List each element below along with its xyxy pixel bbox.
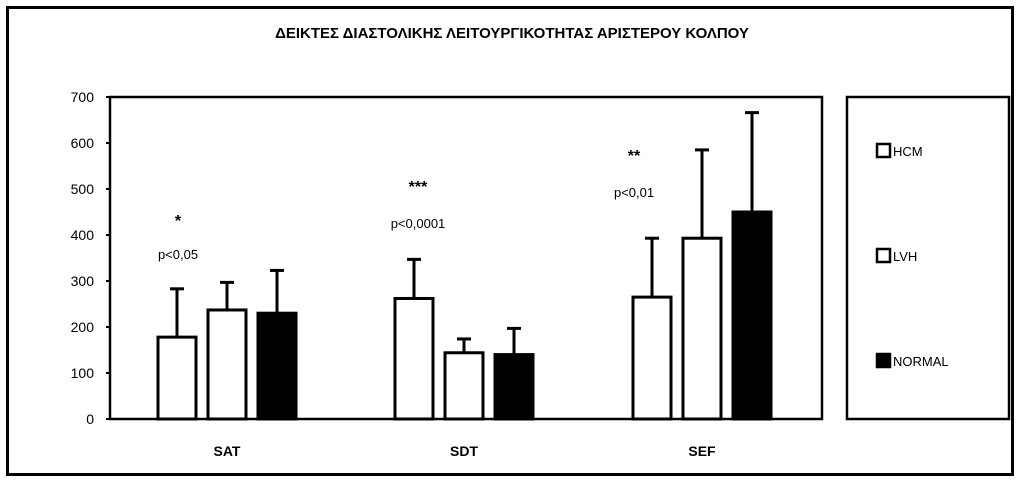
bar-hcm-sat xyxy=(156,335,198,421)
legend-box xyxy=(845,95,1011,421)
bar-hcm-sdt xyxy=(393,296,435,421)
bar-lvh-sat xyxy=(206,308,248,421)
legend: HCM LVH NORMAL xyxy=(875,142,949,369)
legend-swatch-lvh xyxy=(875,247,892,264)
p-value-sdt: p<0,0001 xyxy=(391,216,446,231)
annotations: * p<0,05 *** p<0,0001 ** p<0,01 xyxy=(158,148,654,262)
x-tick-label-sef: SEF xyxy=(688,443,716,459)
bar-normal-sat xyxy=(256,311,298,421)
x-tick-label-sat: SAT xyxy=(214,443,241,459)
legend-label-lvh: LVH xyxy=(893,249,917,264)
significance-stars-sat: * xyxy=(175,213,182,230)
chart-frame xyxy=(6,6,1014,476)
bar-normal-sdt xyxy=(493,353,535,421)
legend-swatch-normal xyxy=(875,352,892,369)
significance-stars-sef: ** xyxy=(628,148,641,165)
chart-title: ΔΕΙΚΤΕΣ ΔΙΑΣΤΟΛΙΚΗΣ ΛΕΙΤΟΥΡΓΙΚΟΤΗΤΑΣ ΑΡΙ… xyxy=(275,25,749,42)
bar-lvh-sdt xyxy=(443,351,485,421)
y-axis: 0 100 200 300 400 500 600 700 xyxy=(71,89,110,427)
significance-stars-sdt: *** xyxy=(409,179,428,196)
y-tick-label-700: 700 xyxy=(71,89,95,105)
bar-lvh-sef xyxy=(681,236,723,421)
y-tick-label-300: 300 xyxy=(71,273,95,289)
y-tick-label-400: 400 xyxy=(71,227,95,243)
y-tick-label-500: 500 xyxy=(71,181,95,197)
bars xyxy=(156,111,773,421)
bar-hcm-sef xyxy=(631,295,673,421)
legend-label-hcm: HCM xyxy=(893,144,923,159)
legend-label-normal: NORMAL xyxy=(893,354,949,369)
x-tick-label-sdt: SDT xyxy=(450,443,478,459)
p-value-sat: p<0,05 xyxy=(158,247,198,262)
y-tick-label-0: 0 xyxy=(86,411,94,427)
y-tick-label-600: 600 xyxy=(71,135,95,151)
y-tick-label-200: 200 xyxy=(71,319,95,335)
p-value-sef: p<0,01 xyxy=(614,185,654,200)
x-axis: SAT SDT SEF xyxy=(214,443,717,459)
legend-swatch-hcm xyxy=(875,142,892,159)
bar-normal-sef xyxy=(731,210,773,421)
y-tick-label-100: 100 xyxy=(71,365,95,381)
